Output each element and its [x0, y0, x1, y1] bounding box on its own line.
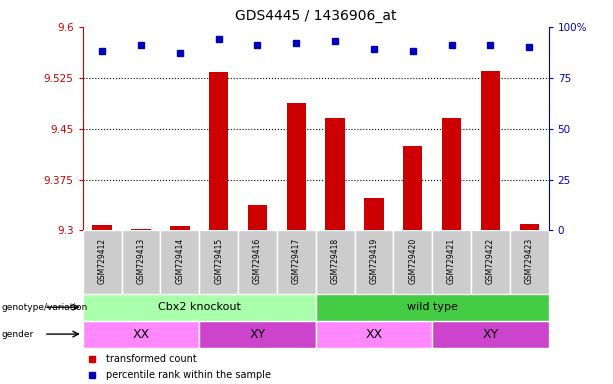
Bar [287, 103, 306, 230]
Bar [83, 321, 199, 348]
Bar [316, 230, 354, 294]
Text: GSM729422: GSM729422 [486, 238, 495, 284]
Bar [121, 230, 161, 294]
Text: GSM729413: GSM729413 [137, 238, 145, 284]
Bar [199, 321, 316, 348]
Text: GSM729419: GSM729419 [370, 238, 378, 284]
Text: GSM729421: GSM729421 [447, 238, 456, 284]
Text: XX: XX [132, 328, 150, 341]
Bar [432, 321, 549, 348]
Text: XX: XX [365, 328, 383, 341]
Bar [326, 118, 345, 230]
Text: wild type: wild type [407, 302, 457, 312]
Bar [442, 118, 462, 230]
Bar [394, 230, 432, 294]
Bar [316, 321, 432, 348]
Text: GSM729415: GSM729415 [214, 238, 223, 284]
Title: GDS4445 / 1436906_at: GDS4445 / 1436906_at [235, 9, 397, 23]
Bar [432, 230, 471, 294]
Bar [481, 71, 500, 230]
Bar [354, 230, 394, 294]
Text: GSM729412: GSM729412 [97, 238, 107, 284]
Text: GSM729417: GSM729417 [292, 238, 301, 284]
Text: XY: XY [482, 328, 498, 341]
Text: transformed count: transformed count [106, 354, 197, 364]
Bar [316, 294, 549, 321]
Text: GSM729414: GSM729414 [175, 238, 185, 284]
Text: GSM729423: GSM729423 [525, 238, 534, 284]
Bar [83, 294, 316, 321]
Bar [510, 230, 549, 294]
Bar [364, 198, 384, 230]
Bar [238, 230, 277, 294]
Text: GSM729418: GSM729418 [330, 238, 340, 284]
Bar [471, 230, 510, 294]
Text: percentile rank within the sample: percentile rank within the sample [106, 370, 271, 380]
Bar [209, 72, 228, 230]
Bar [199, 230, 238, 294]
Bar [161, 230, 199, 294]
Bar [170, 226, 189, 230]
Bar [83, 230, 121, 294]
Bar [519, 223, 539, 230]
Text: GSM729416: GSM729416 [253, 238, 262, 284]
Bar [131, 229, 151, 230]
Text: Cbx2 knockout: Cbx2 knockout [158, 302, 241, 312]
Bar [93, 225, 112, 230]
Text: XY: XY [249, 328, 265, 341]
Bar [277, 230, 316, 294]
Bar [248, 205, 267, 230]
Bar [403, 146, 422, 230]
Text: GSM729420: GSM729420 [408, 238, 417, 284]
Text: gender: gender [1, 329, 34, 339]
Text: genotype/variation: genotype/variation [1, 303, 88, 312]
